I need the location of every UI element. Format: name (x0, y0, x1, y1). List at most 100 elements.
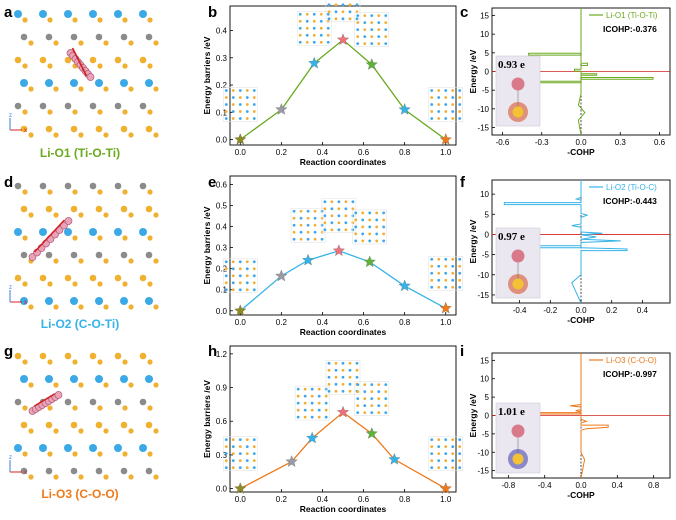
snapshot-atom (377, 14, 381, 17)
snapshot-atom (451, 278, 455, 282)
snapshot-atom (344, 200, 348, 204)
o-atom (70, 421, 78, 429)
ti-atom (114, 228, 122, 236)
ti-atom (120, 79, 128, 87)
icohp-value: ICOHP:-0.443 (603, 196, 657, 206)
ti-atom (70, 79, 78, 87)
snapshot-atom (245, 274, 249, 278)
snapshot-atom (327, 389, 331, 393)
li-path-atom (28, 253, 37, 261)
c-atom (70, 467, 78, 475)
snapshot-atom (430, 89, 434, 92)
snapshot-atom (375, 218, 379, 222)
y-tick-label: 0.2 (216, 265, 228, 274)
snapshot-atom (384, 390, 388, 393)
o-atom (128, 258, 134, 264)
structure-label-li-o1: Li-O1 (Ti-O-Ti) (40, 146, 120, 160)
li-path-atom (54, 391, 63, 399)
o-atom (114, 56, 122, 64)
axis-z-label: z (9, 285, 12, 291)
o-atom (128, 86, 134, 92)
snapshot-atom (231, 89, 235, 92)
snapshot-atom (451, 103, 455, 106)
panel-letter-a: a (4, 4, 13, 21)
o-atom (153, 40, 159, 46)
o-atom (28, 86, 34, 92)
ti-atom (14, 444, 22, 452)
ti-atom (139, 10, 147, 18)
snapshot-atom (252, 274, 256, 278)
o-atom (78, 428, 84, 434)
snapshot-atom (334, 368, 338, 372)
snapshot-atom (370, 21, 374, 24)
x-tick-label: 0.0 (235, 148, 247, 157)
li-path-atom (86, 73, 95, 81)
snapshot-atom (444, 271, 448, 275)
snapshot-atom (363, 411, 367, 414)
x-tick-label: 1.0 (440, 495, 452, 504)
o-atom (47, 17, 53, 23)
o-atom (39, 274, 47, 282)
snapshot-atom (317, 394, 321, 398)
y-tick-label: -15 (477, 124, 489, 133)
snapshot-atom (363, 404, 367, 407)
snapshot-atom (330, 228, 334, 232)
o-atom (72, 235, 78, 241)
snapshot-atom (363, 35, 367, 38)
x-tick-label: 0.2 (276, 495, 288, 504)
snapshot-atom (356, 390, 360, 393)
snapshot-atom (348, 375, 352, 379)
snapshot-atom (382, 239, 386, 243)
o-atom (53, 212, 59, 218)
o-atom (70, 125, 78, 133)
y-tick-label: 0.6 (216, 180, 228, 189)
o-atom (39, 56, 47, 64)
axis-x-label: x (24, 300, 27, 306)
snapshot-atom (344, 228, 348, 232)
o-atom (47, 189, 53, 195)
snapshot-atom (341, 375, 345, 379)
snapshot-frame (325, 0, 361, 23)
snapshot-atom (252, 260, 256, 264)
snapshot-frame (222, 436, 258, 471)
snapshot-atom (303, 387, 307, 391)
o-atom (47, 109, 53, 115)
x-tick-label: 1.0 (440, 148, 452, 157)
o-atom (64, 56, 72, 64)
data-point-star (275, 103, 288, 115)
o-atom (103, 212, 109, 218)
o-atom (122, 281, 128, 287)
snapshot-atom (377, 390, 381, 393)
snapshot-atom (306, 223, 310, 227)
c-atom (120, 251, 128, 259)
snapshot-atom (327, 382, 331, 386)
snapshot-atom (341, 3, 345, 7)
snapshot-atom (312, 12, 316, 16)
snapshot-image (222, 87, 258, 122)
snapshot-atom (317, 401, 321, 405)
barrier-chart-e: 0.0 0.2 0.4 0.6 0.8 1.00.00.10.20.30.40.50.6R… (202, 175, 464, 337)
o-atom (95, 421, 103, 429)
o-atom (103, 304, 109, 310)
o-atom (122, 189, 128, 195)
o-atom (97, 451, 103, 457)
snapshot-atom (326, 26, 330, 30)
snapshot-atom (298, 40, 302, 44)
snapshot-atom (299, 223, 303, 227)
snapshot-atom (384, 28, 388, 31)
ti-atom (114, 444, 122, 452)
o-atom (145, 205, 153, 213)
snapshot-atom (451, 271, 455, 275)
snapshot-atom (444, 438, 448, 442)
o-atom (53, 382, 59, 388)
snapshot-atom (231, 103, 235, 106)
snapshot-atom (238, 117, 242, 120)
snapshot-frame (352, 209, 388, 245)
snapshot-atom (444, 452, 448, 456)
y-tick-label: 0.3 (216, 54, 228, 63)
x-tick-label: 0.4 (317, 318, 329, 327)
snapshot-atom (296, 415, 300, 419)
o-atom (147, 63, 153, 69)
snapshot-atom (430, 285, 434, 289)
